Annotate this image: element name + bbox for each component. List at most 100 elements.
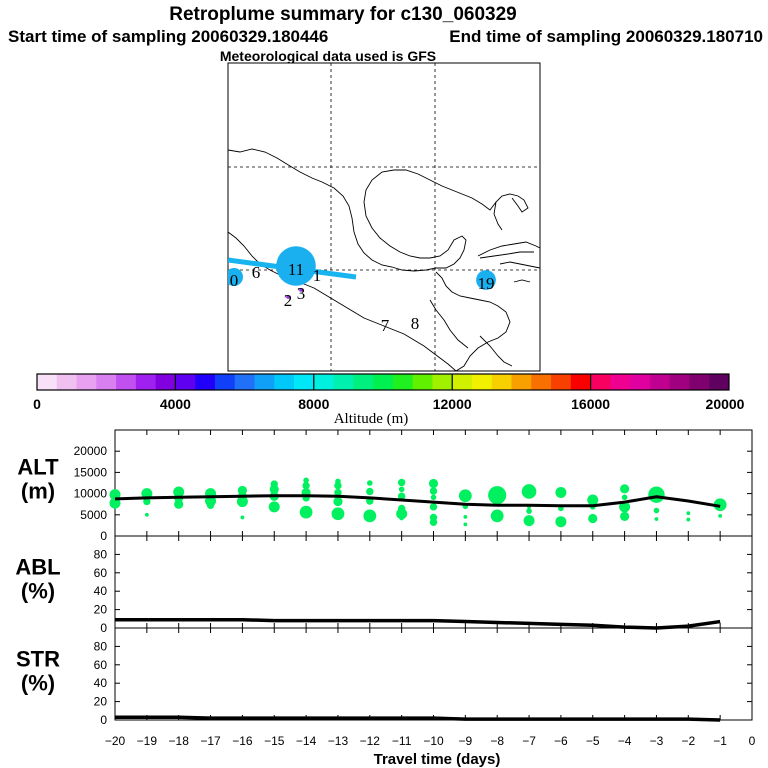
- x-tick-label: −6: [554, 734, 568, 748]
- y-tick-label: 20: [94, 603, 108, 617]
- colorbar-cell: [610, 374, 631, 390]
- figure-title: Retroplume summary for c130_060329: [169, 4, 516, 25]
- altitude-cluster-point: [303, 477, 309, 484]
- colorbar-cell: [392, 374, 414, 390]
- start-time-label: Start time of sampling 20060329.180446: [8, 27, 328, 46]
- altitude-cluster-point: [334, 488, 342, 497]
- colorbar-cells: [37, 374, 730, 390]
- colorbar-tick-16000: 16000: [571, 396, 610, 412]
- x-tick-label: −20: [105, 734, 126, 748]
- colorbar-cell: [570, 374, 591, 390]
- altitude-cluster-point: [397, 504, 406, 513]
- map-marker-dot: [276, 246, 316, 286]
- coastline-north-america: [228, 148, 529, 272]
- map-marker-label: 0: [230, 271, 239, 290]
- time-series-panels: 05000100001500020000ALT(m)020406080ABL(%…: [15, 429, 756, 748]
- x-tick-label: −17: [200, 734, 221, 748]
- y-tick-label: 15000: [74, 465, 108, 479]
- colorbar-cell: [37, 374, 58, 390]
- colorbar-cell: [452, 374, 473, 390]
- colorbar-cell: [254, 374, 275, 390]
- altitude-cluster-point: [523, 515, 535, 527]
- x-tick-label: −12: [360, 734, 381, 748]
- colorbar-cell: [175, 374, 196, 390]
- altitude-cluster-point: [463, 515, 468, 519]
- coastline-caribbean: [499, 261, 540, 283]
- altitude-cluster-point: [333, 496, 343, 507]
- panel-frame: [114, 627, 753, 721]
- colorbar-cell: [551, 374, 572, 390]
- y-tick-label: 0: [100, 621, 107, 635]
- altitude-cluster-point: [109, 497, 121, 509]
- y-tick-label: 0: [100, 529, 107, 543]
- y-tick-label: 60: [94, 658, 108, 672]
- map-marker-layer: 0 6 11 12 37 819: [228, 246, 496, 335]
- altitude-cluster-point: [334, 481, 342, 490]
- map-marker-label: 19: [478, 274, 495, 293]
- x-tick-label: −14: [296, 734, 317, 748]
- colorbar-cell: [630, 374, 651, 390]
- altitude-cluster-point: [144, 512, 149, 517]
- x-tick-label: −2: [681, 734, 695, 748]
- altitude-cluster-point: [621, 494, 628, 501]
- colorbar-cell: [531, 374, 552, 390]
- x-tick-label: −5: [586, 734, 600, 748]
- x-tick-label: −7: [522, 734, 536, 748]
- colorbar-cell: [373, 374, 394, 390]
- map-marker-label: 3: [297, 284, 306, 303]
- altitude-cluster-point: [428, 478, 439, 489]
- colorbar-tick-20000: 20000: [706, 396, 745, 412]
- altitude-cluster-point: [363, 509, 377, 523]
- colorbar-cell: [313, 374, 334, 390]
- altitude-cluster-point: [331, 507, 345, 521]
- x-tick-label: −15: [264, 734, 285, 748]
- altitude-cluster-point: [299, 505, 313, 519]
- altitude-cluster-point: [620, 484, 630, 494]
- altitude-cluster-point: [240, 515, 245, 520]
- colorbar-tick-12000: 12000: [433, 396, 472, 412]
- altitude-cluster-point: [366, 487, 374, 496]
- altitude-cluster-point: [654, 517, 659, 521]
- panel-str: 0 20 40 60 80 STR(%): [16, 627, 753, 727]
- end-time-label: End time of sampling 20060329.180710: [449, 27, 763, 46]
- altitude-cluster-point: [237, 485, 247, 496]
- altitude-cluster-point: [490, 509, 504, 523]
- map-marker-label: 11: [288, 260, 304, 279]
- colorbar-cell: [294, 374, 315, 390]
- altitude-cluster-point: [143, 497, 151, 506]
- altitude-cluster-point: [555, 487, 567, 499]
- x-tick-labels: −20 −19 −18 −17 −16 −15 −14 −13 −12 −11 −10 −9 −8 −7−…: [105, 734, 756, 748]
- map-marker-dot: [476, 270, 496, 290]
- altitude-cluster-point: [648, 486, 665, 503]
- colorbar-cell: [353, 374, 374, 390]
- altitude-cluster-point: [526, 508, 532, 514]
- panel-abl: 0 20 40 60 80 ABL(%): [15, 535, 753, 635]
- altitude-cluster-point: [686, 517, 691, 522]
- altitude-cluster-point: [555, 516, 567, 528]
- altitude-cluster-point: [463, 522, 468, 527]
- x-tick-label: −18: [169, 734, 190, 748]
- x-tick-label: −16: [232, 734, 253, 748]
- altitude-cluster-point: [397, 492, 406, 500]
- y-tick-label: 40: [94, 676, 108, 690]
- map-marker-label: 8: [411, 314, 420, 333]
- x-tick-label: −13: [328, 734, 349, 748]
- panel-frame: [114, 535, 753, 629]
- colorbar-cell: [491, 374, 512, 390]
- map-marker-dot: [286, 295, 290, 299]
- altitude-cluster-point: [429, 513, 438, 522]
- x-tick-label: −11: [392, 734, 412, 748]
- colorbar-cell: [76, 374, 97, 390]
- panel-unit: (%): [21, 579, 55, 604]
- colorbar-tick-4000: 4000: [160, 396, 191, 412]
- map-marker-label: 2: [284, 291, 293, 310]
- map-marker-label: 7: [381, 316, 390, 335]
- coastline-central-america: [429, 271, 513, 371]
- panel-alt: 0 5000 10000 15000 20000 ALT(m): [17, 429, 753, 543]
- y-tick-label: 5000: [80, 508, 107, 522]
- altitude-cluster-point: [458, 489, 472, 503]
- colorbar-cell: [56, 374, 77, 390]
- map-marker-label: 1: [313, 266, 322, 285]
- colorbar-tick-0: 0: [33, 396, 41, 412]
